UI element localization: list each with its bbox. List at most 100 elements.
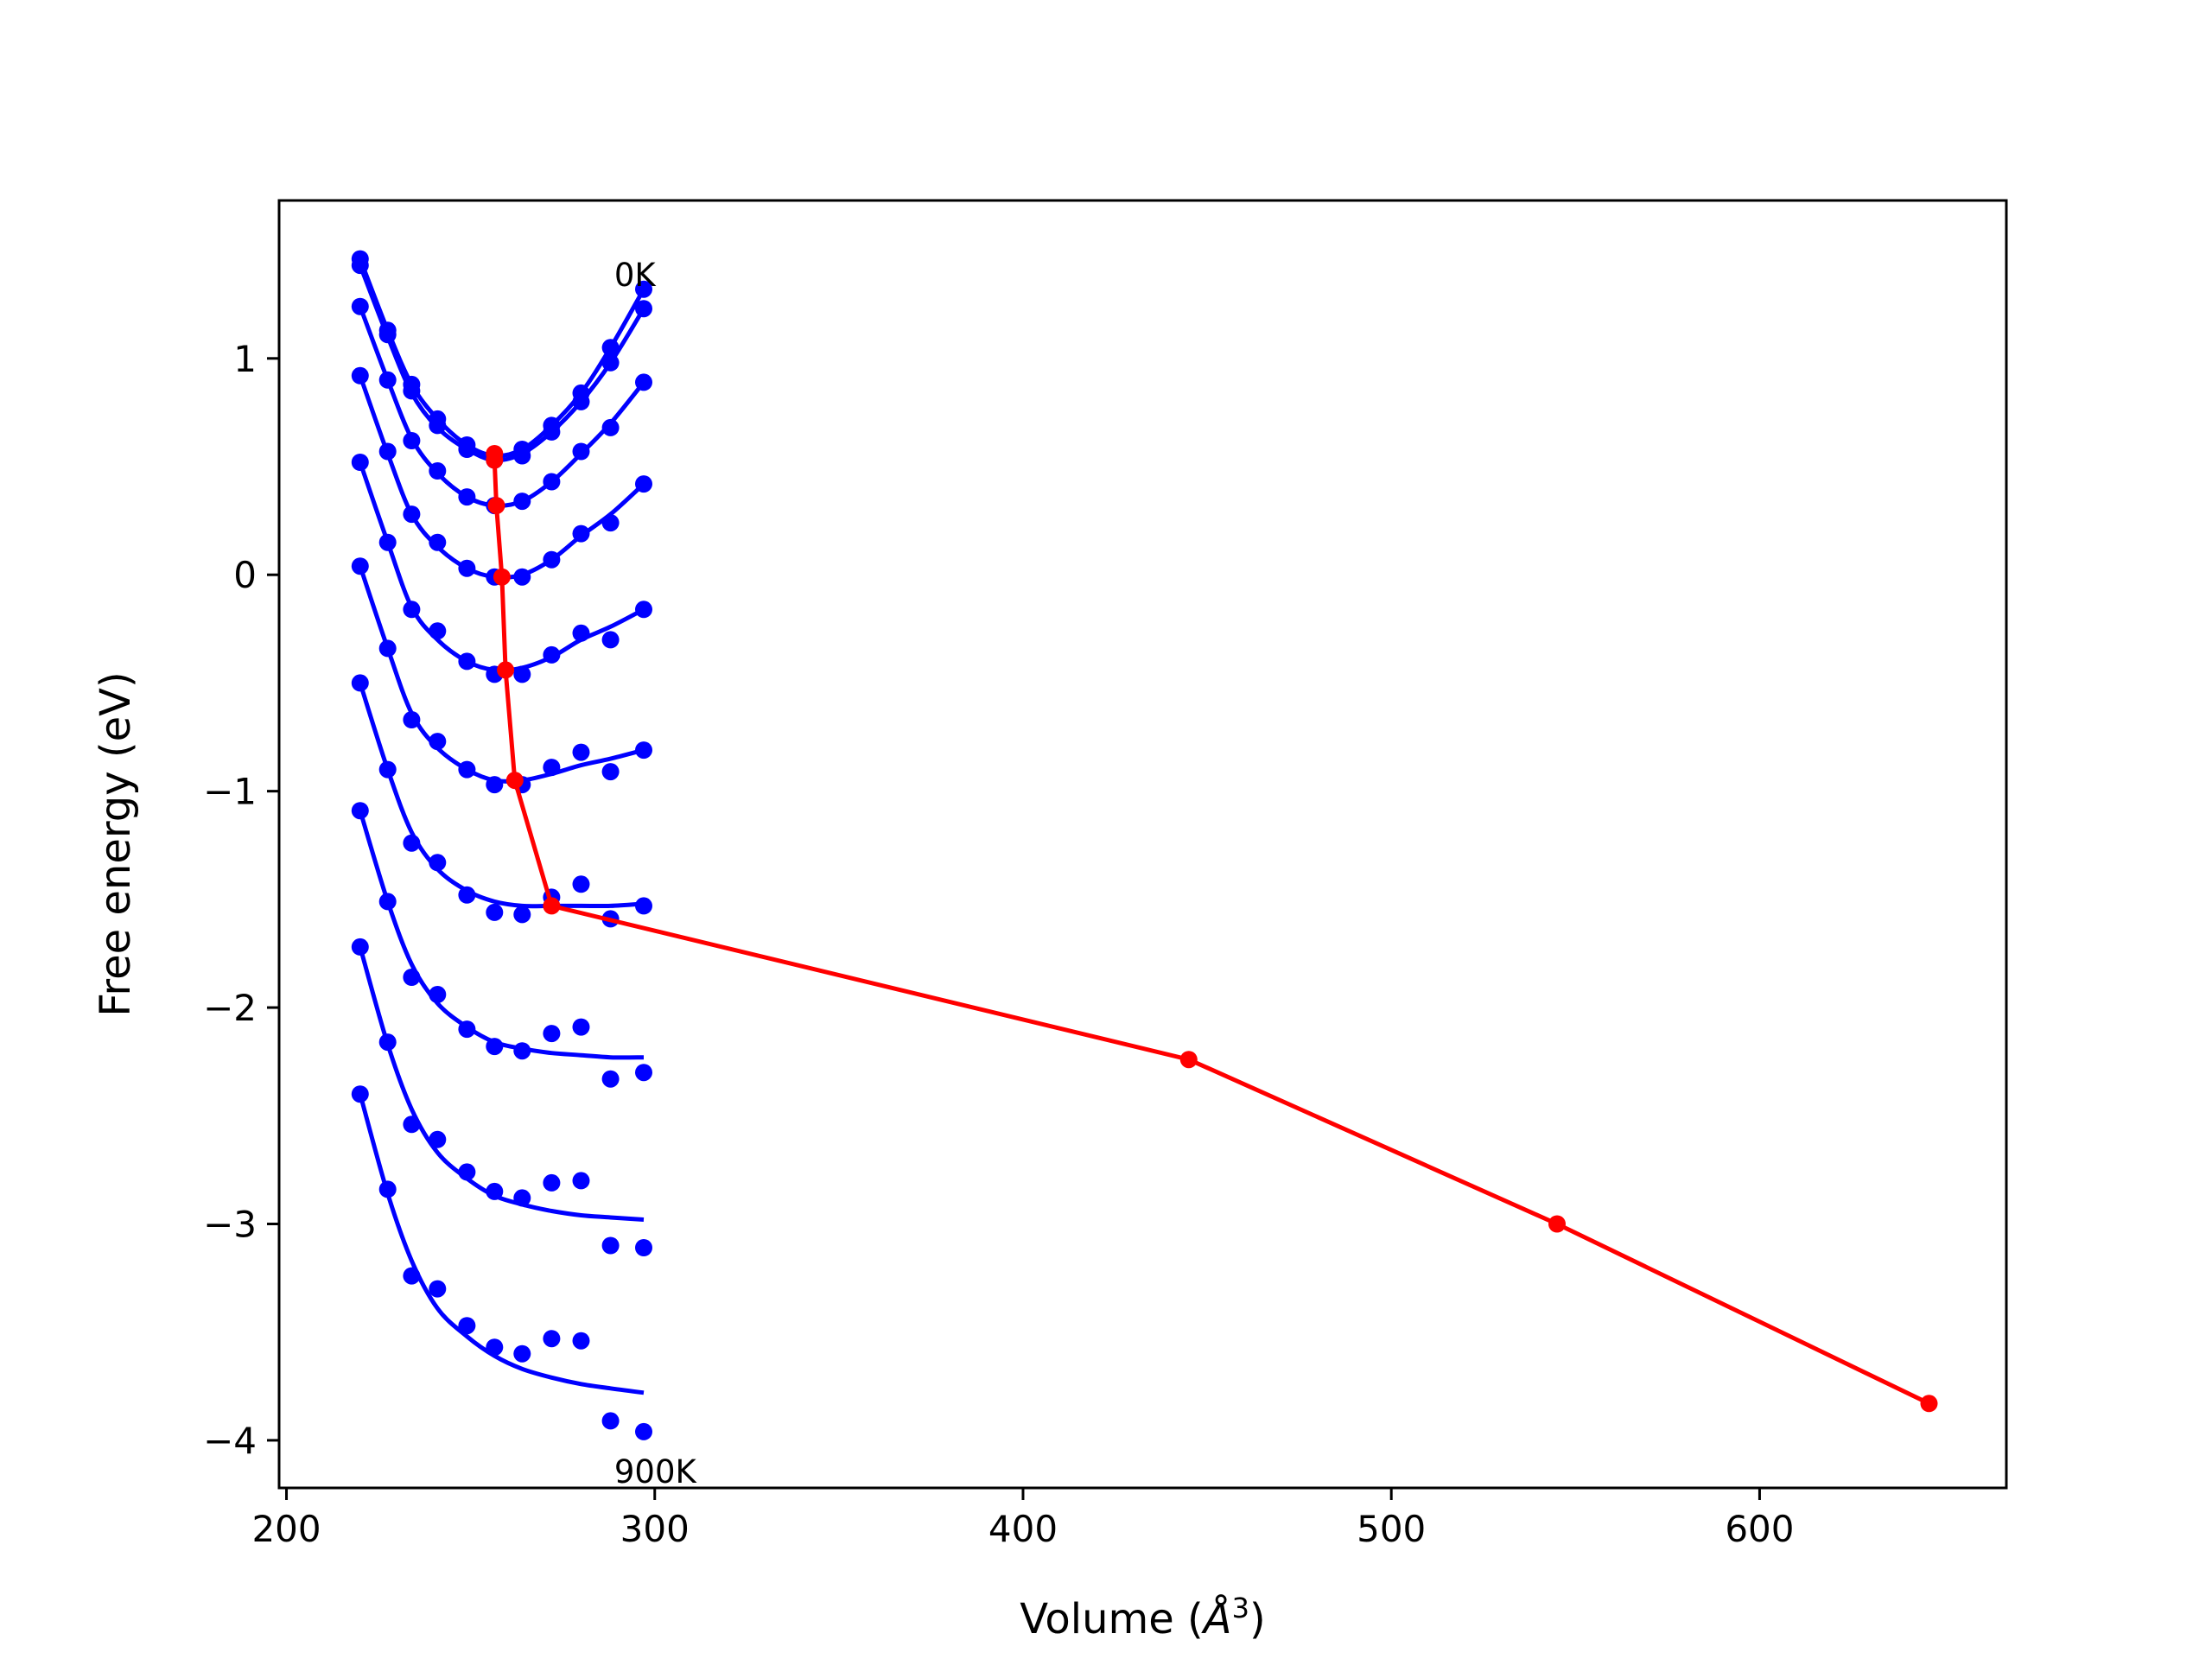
data-point bbox=[572, 524, 590, 543]
data-point bbox=[351, 1085, 369, 1103]
data-point bbox=[601, 763, 620, 781]
data-point bbox=[601, 1236, 620, 1255]
data-point bbox=[572, 743, 590, 761]
data-point bbox=[543, 473, 561, 491]
fit-curve-0 bbox=[358, 257, 646, 459]
data-point bbox=[403, 834, 421, 852]
data-point bbox=[601, 353, 620, 372]
data-point bbox=[572, 875, 590, 893]
data-point bbox=[403, 1116, 421, 1134]
data-point bbox=[543, 759, 561, 777]
data-point bbox=[635, 1422, 652, 1440]
y-tick-label: −1 bbox=[203, 771, 257, 813]
data-point bbox=[635, 475, 652, 493]
data-point bbox=[429, 533, 447, 551]
y-tick-label: 0 bbox=[233, 554, 257, 596]
data-point bbox=[403, 969, 421, 986]
data-point bbox=[635, 300, 652, 318]
minima-point bbox=[1548, 1215, 1566, 1233]
data-point bbox=[601, 1070, 620, 1088]
annotations: 0K 900K bbox=[614, 257, 698, 1491]
data-point bbox=[378, 760, 397, 779]
data-point bbox=[458, 1163, 476, 1181]
fit-curve-6 bbox=[358, 682, 645, 909]
data-point bbox=[458, 760, 476, 779]
data-point bbox=[351, 297, 369, 315]
curve-annotation: 0K bbox=[614, 257, 658, 294]
data-point bbox=[351, 454, 369, 471]
fit-curve-8 bbox=[358, 946, 645, 1222]
data-point bbox=[378, 1180, 397, 1198]
data-point bbox=[458, 559, 476, 577]
data-point bbox=[429, 1130, 447, 1148]
data-point bbox=[543, 1173, 561, 1192]
data-point bbox=[635, 601, 652, 619]
data-point bbox=[403, 432, 421, 449]
x-axis-ticks: 200 300 400 500 600 bbox=[251, 1488, 1795, 1550]
minima-series bbox=[486, 445, 1938, 1413]
data-point bbox=[572, 442, 590, 461]
data-point bbox=[378, 326, 397, 344]
fit-curve-2 bbox=[358, 305, 645, 508]
data-point bbox=[403, 1267, 421, 1285]
data-point bbox=[486, 1038, 504, 1056]
data-point bbox=[572, 392, 590, 410]
data-point bbox=[513, 493, 531, 511]
data-point bbox=[601, 418, 620, 436]
minima-line bbox=[492, 454, 1930, 1406]
data-point bbox=[458, 886, 476, 904]
data-point bbox=[458, 652, 476, 671]
data-point bbox=[543, 423, 561, 441]
y-tick-label: −2 bbox=[203, 987, 257, 1029]
data-point bbox=[429, 854, 447, 872]
x-tick-label: 200 bbox=[251, 1508, 321, 1550]
data-point bbox=[378, 371, 397, 389]
data-point bbox=[378, 533, 397, 551]
data-point bbox=[601, 1412, 620, 1430]
data-point bbox=[513, 1189, 531, 1207]
x-axis-label: Volume (Å3) bbox=[1020, 1592, 1265, 1643]
data-point bbox=[429, 416, 447, 435]
y-axis-label: Free energy (eV) bbox=[92, 671, 140, 1016]
data-point bbox=[403, 382, 421, 400]
data-point bbox=[513, 906, 531, 924]
data-point bbox=[351, 802, 369, 820]
data-point bbox=[403, 505, 421, 524]
data-point bbox=[486, 1338, 504, 1357]
data-point bbox=[635, 373, 652, 391]
data-point bbox=[403, 711, 421, 728]
data-point bbox=[543, 1025, 561, 1043]
data-point bbox=[378, 639, 397, 658]
data-point bbox=[429, 986, 447, 1003]
minima-point bbox=[497, 661, 515, 679]
minima-point bbox=[493, 568, 511, 586]
fit-curve-3 bbox=[358, 374, 645, 580]
data-point bbox=[513, 447, 531, 465]
data-point bbox=[351, 674, 369, 692]
data-point bbox=[486, 1182, 504, 1200]
data-point bbox=[458, 441, 476, 458]
plot-frame bbox=[277, 199, 2008, 1490]
data-point bbox=[572, 1332, 590, 1350]
data-point bbox=[458, 1020, 476, 1039]
data-point bbox=[458, 488, 476, 506]
y-tick-label: −3 bbox=[203, 1203, 257, 1245]
x-tick-label: 300 bbox=[620, 1508, 690, 1550]
data-point bbox=[513, 1344, 531, 1363]
data-point bbox=[543, 1330, 561, 1348]
minima-point bbox=[1179, 1051, 1198, 1069]
data-point bbox=[403, 601, 421, 619]
data-point bbox=[378, 442, 397, 461]
y-tick-label: −4 bbox=[203, 1420, 257, 1462]
data-point bbox=[572, 624, 590, 642]
minima-point bbox=[486, 451, 504, 469]
fit-curve-7 bbox=[358, 810, 645, 1060]
data-point bbox=[378, 1033, 397, 1052]
data-point bbox=[351, 557, 369, 575]
data-point bbox=[513, 568, 531, 586]
data-point bbox=[635, 1239, 652, 1256]
data-point bbox=[601, 631, 620, 649]
x-tick-label: 400 bbox=[988, 1508, 1058, 1550]
y-tick-label: 1 bbox=[233, 338, 257, 380]
data-point bbox=[572, 1018, 590, 1036]
